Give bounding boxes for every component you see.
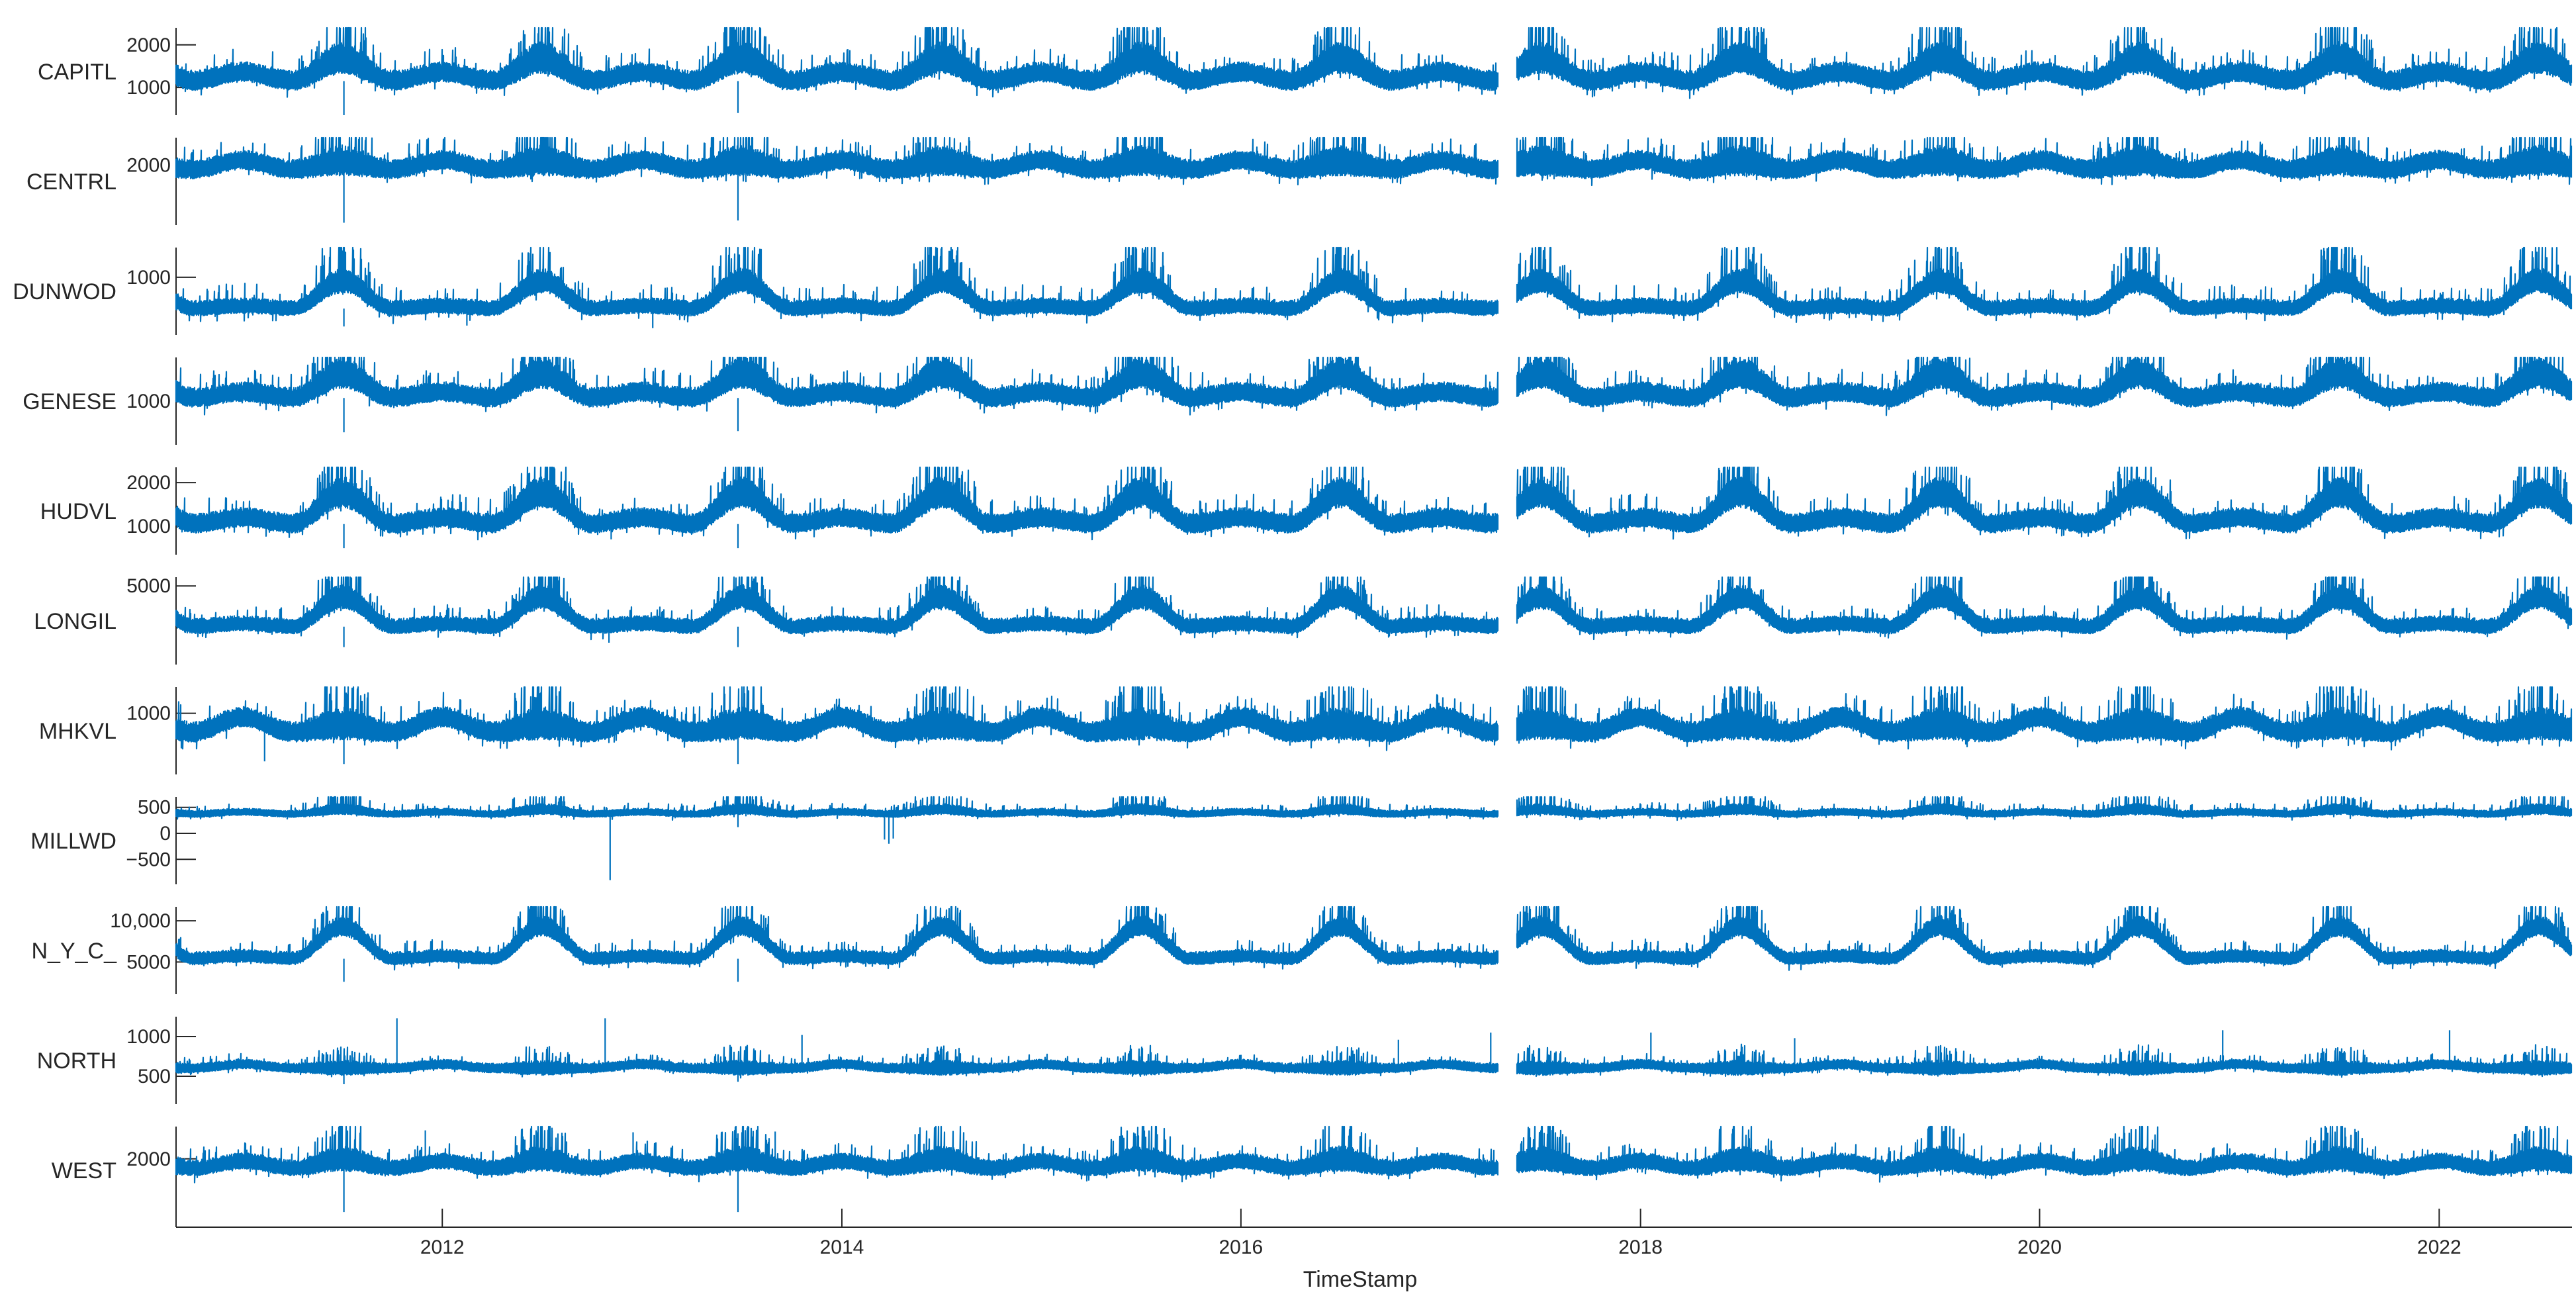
x-tick-label: 2016 [1219, 1236, 1264, 1258]
x-tick-label: 2018 [1618, 1236, 1663, 1258]
y-tick-label: 1000 [126, 77, 171, 99]
y-tick-label: 5000 [126, 575, 171, 597]
y-tick-label: 0 [160, 823, 171, 845]
panel-hudvl: 1000 2000 HUDVL [40, 466, 2573, 555]
series-line [175, 576, 2573, 647]
y-tick-label: 1000 [126, 703, 171, 725]
panel-mhkvl: 1000 MHKVL [39, 686, 2573, 774]
series-line [175, 905, 2573, 982]
series-line [175, 356, 2573, 433]
series-label: CENTRL [26, 169, 116, 195]
series-line [175, 246, 2573, 328]
series-label: GENESE [23, 389, 116, 414]
y-tick-label: 2000 [126, 155, 171, 177]
x-tick-label: 2014 [820, 1236, 864, 1258]
series-line [175, 1125, 2573, 1213]
panel-nyc: 5000 10,000 N_Y_C_ [31, 905, 2573, 994]
y-tick-label: 2000 [126, 1148, 171, 1170]
series-label: LONGIL [34, 609, 116, 634]
y-tick-label: 1000 [126, 516, 171, 537]
y-tick-label: 5000 [126, 951, 171, 973]
panel-longil: 5000 LONGIL [34, 575, 2573, 665]
panel-west: 2000 WEST [52, 1125, 2573, 1214]
series-label: DUNWOD [13, 279, 116, 304]
x-tick-label: 2020 [2017, 1236, 2062, 1258]
y-tick-label: 1000 [126, 267, 171, 289]
panel-millwd: −500 0 500 MILLWD [30, 796, 2573, 884]
x-tick-label: 2012 [420, 1236, 465, 1258]
series-label: HUDVL [40, 499, 116, 524]
y-tick-label: 1000 [126, 391, 171, 412]
series-line [175, 26, 2573, 115]
series-label: NORTH [37, 1048, 116, 1074]
series-label: MILLWD [30, 829, 116, 854]
series-line [175, 1018, 2573, 1084]
series-label: WEST [52, 1158, 116, 1183]
x-axis-title: TimeStamp [1303, 1267, 1418, 1292]
series-label: CAPITL [38, 60, 116, 85]
panel-dunwod: 1000 DUNWOD [13, 246, 2573, 335]
y-tick-label: 500 [138, 1066, 171, 1088]
y-tick-label: 10,000 [110, 910, 171, 932]
y-tick-label: 1000 [126, 1026, 171, 1048]
x-axis: 2012 2014 2016 2018 2020 2022 [175, 1209, 2572, 1258]
y-tick-label: 2000 [126, 472, 171, 494]
series-line [175, 466, 2573, 549]
series-line [175, 796, 2573, 880]
panels: 1000 2000 CAPITL 2000 CENTRL 1000 DUNWOD 1000 GE… [13, 26, 2573, 1214]
y-tick-label: −500 [126, 849, 171, 870]
y-tick-label: 2000 [126, 34, 171, 56]
x-tick-label: 2022 [2417, 1236, 2461, 1258]
y-tick-label: 500 [138, 797, 171, 819]
series-label: N_Y_C_ [31, 939, 117, 964]
series-line [175, 686, 2573, 765]
series-line [175, 136, 2573, 223]
panel-north: 500 1000 NORTH [37, 1017, 2573, 1104]
panel-centrl: 2000 CENTRL [26, 136, 2573, 225]
series-label: MHKVL [39, 719, 116, 744]
panel-capitl: 1000 2000 CAPITL [38, 26, 2573, 115]
panel-genese: 1000 GENESE [23, 356, 2573, 445]
